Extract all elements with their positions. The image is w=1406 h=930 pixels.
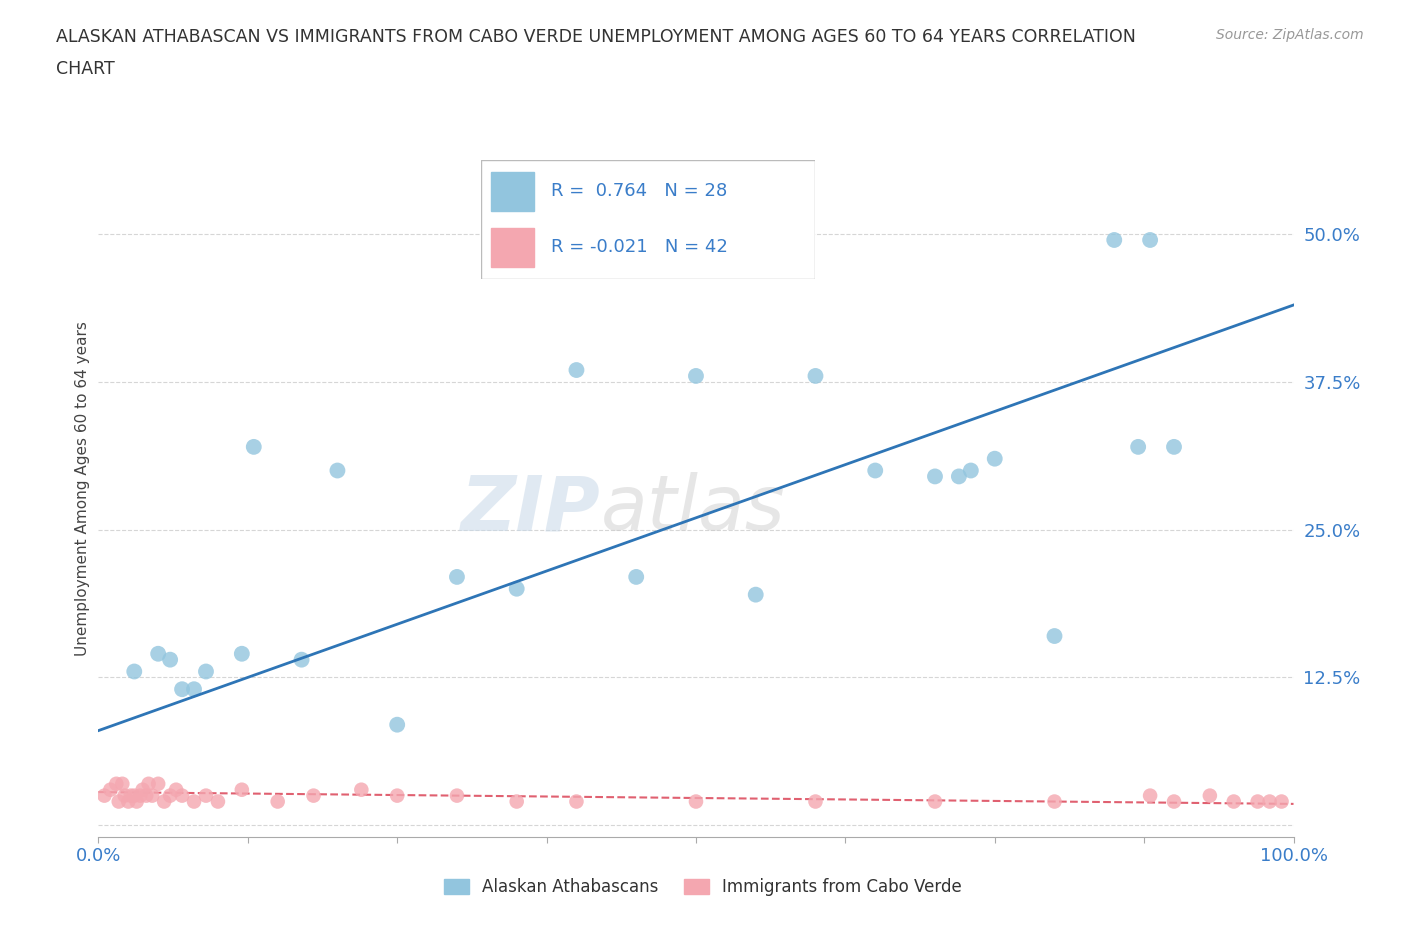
Point bbox=[1043, 794, 1066, 809]
Point bbox=[446, 569, 468, 584]
Point bbox=[1163, 794, 1185, 809]
Text: ZIP: ZIP bbox=[461, 472, 600, 546]
Point bbox=[804, 794, 827, 809]
Point bbox=[183, 682, 205, 697]
Point bbox=[385, 717, 409, 732]
Point bbox=[1163, 440, 1185, 455]
Point bbox=[183, 794, 205, 809]
Point bbox=[120, 789, 142, 804]
Point bbox=[114, 789, 136, 804]
Legend: Alaskan Athabascans, Immigrants from Cabo Verde: Alaskan Athabascans, Immigrants from Cab… bbox=[437, 871, 969, 903]
Point bbox=[1198, 789, 1220, 804]
Point bbox=[302, 789, 325, 804]
Point bbox=[924, 794, 946, 809]
Point bbox=[231, 646, 253, 661]
Point bbox=[804, 368, 827, 383]
Point bbox=[267, 794, 290, 809]
Text: CHART: CHART bbox=[56, 60, 115, 78]
Point bbox=[243, 440, 266, 455]
Point bbox=[111, 777, 134, 791]
Point bbox=[159, 789, 181, 804]
Point bbox=[125, 794, 148, 809]
Point bbox=[290, 652, 312, 667]
Point bbox=[98, 782, 122, 797]
Text: ALASKAN ATHABASCAN VS IMMIGRANTS FROM CABO VERDE UNEMPLOYMENT AMONG AGES 60 TO 6: ALASKAN ATHABASCAN VS IMMIGRANTS FROM CA… bbox=[56, 28, 1136, 46]
Point bbox=[745, 587, 768, 602]
Point bbox=[124, 789, 146, 804]
Point bbox=[148, 777, 170, 791]
Point bbox=[129, 789, 152, 804]
Point bbox=[685, 368, 707, 383]
Point bbox=[1128, 440, 1150, 455]
Point bbox=[153, 794, 176, 809]
Point bbox=[1139, 789, 1161, 804]
Point bbox=[135, 789, 157, 804]
Point bbox=[948, 469, 970, 484]
Point bbox=[117, 794, 139, 809]
Point bbox=[172, 682, 194, 697]
Point bbox=[863, 463, 886, 478]
Point bbox=[1043, 629, 1066, 644]
Point bbox=[1258, 794, 1281, 809]
Point bbox=[138, 777, 160, 791]
Point bbox=[506, 794, 529, 809]
Point bbox=[565, 794, 588, 809]
Point bbox=[506, 581, 529, 596]
Point bbox=[148, 646, 170, 661]
Point bbox=[624, 569, 647, 584]
Point bbox=[194, 664, 217, 679]
Point bbox=[131, 782, 153, 797]
Point bbox=[93, 789, 115, 804]
Y-axis label: Unemployment Among Ages 60 to 64 years: Unemployment Among Ages 60 to 64 years bbox=[75, 321, 90, 656]
Point bbox=[165, 782, 187, 797]
Point bbox=[159, 652, 181, 667]
Point bbox=[1271, 794, 1294, 809]
Point bbox=[685, 794, 707, 809]
Point bbox=[1246, 794, 1268, 809]
Point bbox=[565, 363, 588, 378]
Text: atlas: atlas bbox=[600, 472, 785, 546]
Point bbox=[1102, 232, 1125, 247]
Point bbox=[350, 782, 373, 797]
Point bbox=[983, 451, 1005, 466]
Point bbox=[231, 782, 253, 797]
Point bbox=[924, 469, 946, 484]
Point bbox=[124, 664, 146, 679]
Point bbox=[194, 789, 217, 804]
Point bbox=[1222, 794, 1246, 809]
Point bbox=[959, 463, 981, 478]
Point bbox=[141, 789, 163, 804]
Point bbox=[326, 463, 349, 478]
Point bbox=[105, 777, 128, 791]
Point bbox=[385, 789, 409, 804]
Text: Source: ZipAtlas.com: Source: ZipAtlas.com bbox=[1216, 28, 1364, 42]
Point bbox=[172, 789, 194, 804]
Point bbox=[1139, 232, 1161, 247]
Point bbox=[107, 794, 129, 809]
Point bbox=[207, 794, 229, 809]
Point bbox=[446, 789, 468, 804]
